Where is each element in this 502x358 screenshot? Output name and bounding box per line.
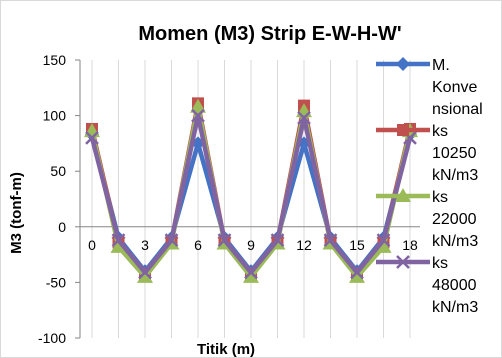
y-axis-label: M3 (tonf-m) [8, 172, 25, 254]
x-tick-label-0: 0 [88, 237, 96, 253]
legend-text-2-2: kN/m3 [432, 233, 478, 250]
series-3-point-3 [164, 233, 179, 248]
y-tick-label-3: 0 [58, 219, 66, 235]
series-2-point-4 [190, 98, 206, 113]
legend-entry-0: M. Konve nsional [376, 57, 483, 118]
legend-entry-2: ks 22000 kN/m3 [376, 188, 478, 250]
legend-text-0-0: M. [432, 57, 450, 74]
axis-layer: 150 100 50 0 -50 -100 0 3 6 9 12 15 18 [38, 52, 420, 346]
series-3-point-5 [217, 233, 232, 248]
series-2-point-1 [110, 238, 127, 253]
y-tick-label-5: -100 [38, 330, 66, 346]
y-tick-label-4: -50 [46, 274, 66, 290]
series-2-point-10 [349, 268, 365, 283]
y-tick-label-2: 50 [50, 163, 66, 179]
y-tick-label-0: 150 [43, 52, 67, 68]
x-tick-label-3: 9 [247, 237, 255, 253]
legend-entry-1: ks 10250 kN/m3 [376, 123, 478, 184]
series-3-point-4 [191, 108, 205, 123]
legend-marker-0 [396, 57, 410, 71]
x-tick-label-1: 3 [141, 237, 149, 253]
series-3-point-2 [138, 265, 152, 280]
legend-text-0-2: nsional [432, 101, 483, 118]
legend-text-2-0: ks [432, 189, 448, 206]
x-tick-label-6: 18 [402, 237, 418, 253]
legend-marker-3 [396, 255, 410, 269]
series-3-point-0 [85, 130, 99, 145]
y-tick-label-1: 100 [43, 108, 67, 124]
chart-title: Momen (M3) Strip E-W-H-W' [138, 23, 401, 45]
series-layer [84, 97, 418, 283]
series-3-point-6 [244, 265, 258, 280]
x-tick-label-5: 15 [349, 237, 365, 253]
x-axis-label: Titik (m) [197, 341, 255, 358]
legend-text-1-0: ks [432, 123, 448, 140]
series-3-point-11 [376, 233, 391, 248]
x-tick-label-2: 6 [194, 237, 202, 253]
legend-text-3-0: ks [432, 255, 448, 272]
series-3-point-9 [323, 233, 338, 248]
legend-text-1-2: kN/m3 [432, 167, 478, 184]
legend-text-0-1: Konve [432, 79, 477, 96]
series-3-point-1 [111, 233, 126, 248]
series-3-point-8 [297, 110, 311, 125]
series-2-point-11 [375, 238, 392, 253]
series-2-point-6 [243, 268, 259, 283]
legend-marker-2 [395, 188, 411, 202]
legend-text-3-2: kN/m3 [432, 299, 478, 316]
legend-text-3-1: 48000 [432, 277, 477, 294]
legend-text-1-1: 10250 [432, 145, 477, 162]
legend: M.Konvensionalks10250kN/m3ks22000kN/m3ks… [376, 57, 483, 316]
legend-text-2-1: 22000 [432, 211, 477, 228]
legend-entry-3: ks 48000 kN/m3 [376, 255, 478, 316]
series-3 [85, 108, 417, 280]
series-3-point-7 [270, 233, 285, 248]
legend-marker-1 [397, 124, 409, 136]
x-tick-label-4: 12 [296, 237, 312, 253]
series-3-point-10 [350, 265, 364, 280]
series-2-point-2 [137, 268, 153, 283]
